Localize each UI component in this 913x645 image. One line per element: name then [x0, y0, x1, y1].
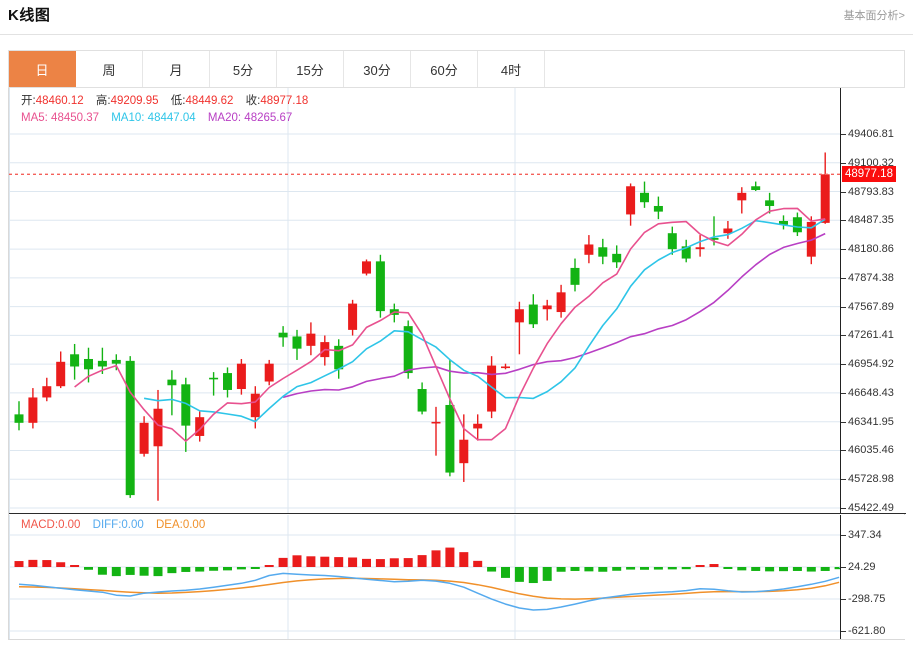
fundamental-analysis-link[interactable]: 基本面分析> — [843, 10, 905, 22]
tab-7[interactable]: 60分 — [411, 51, 478, 87]
macd-y-axis: 347.34 24.29 -298.75 -621.80 — [840, 515, 906, 639]
tab-label: 月 — [169, 62, 183, 78]
price-axis-label: 48793.83 — [848, 185, 894, 198]
price-axis-tick — [841, 421, 846, 423]
price-axis-tick — [841, 479, 846, 481]
price-axis-label: 45422.49 — [848, 502, 894, 514]
price-axis-label: 46035.46 — [848, 444, 894, 457]
tab-label: 周 — [102, 62, 116, 78]
tab-2[interactable]: 周 — [76, 51, 143, 87]
price-axis-label: 49406.81 — [848, 128, 894, 140]
tab-bar-filler — [545, 51, 904, 87]
tab-label: 4时 — [500, 62, 522, 78]
tab-8[interactable]: 4时 — [478, 51, 545, 87]
macd-axis-label: -621.80 — [848, 625, 886, 637]
price-axis-label: 46648.43 — [848, 386, 894, 399]
price-axis-tick — [841, 364, 846, 366]
price-axis-label: 47874.38 — [848, 271, 894, 284]
tab-1[interactable]: 日 — [9, 51, 76, 87]
tab-label: 日 — [35, 62, 49, 78]
period-tab-bar: 日 周 月 5分 15分 30分 60分 4时 — [8, 50, 905, 88]
macd-axis-tick — [841, 631, 846, 632]
tab-5[interactable]: 15分 — [277, 51, 344, 87]
tab-6[interactable]: 30分 — [344, 51, 411, 87]
page-title: K线图 — [8, 7, 51, 24]
price-y-axis: 49406.81 49100.32 48793.83 48487.35 48180.86… — [840, 88, 906, 513]
price-axis-tick — [841, 162, 846, 164]
price-axis-label: 47567.89 — [848, 300, 894, 313]
macd-axis-tick — [841, 535, 846, 536]
macd-axis-label: 24.29 — [848, 561, 876, 573]
tab-label: 15分 — [296, 62, 324, 78]
price-axis-label: 45728.98 — [848, 473, 894, 486]
price-panel: 开:48460.12 高:49209.95 低:48449.62 收:48977… — [9, 88, 906, 514]
tab-label: 30分 — [363, 62, 391, 78]
macd-axis-label: -298.75 — [848, 592, 886, 605]
macd-plot-area[interactable] — [9, 515, 840, 639]
price-axis-tick — [841, 335, 846, 337]
price-axis-label: 46954.92 — [848, 358, 894, 371]
current-price-badge: 48977.18 — [842, 166, 896, 183]
price-axis-label: 48180.86 — [848, 243, 894, 256]
price-axis-tick — [841, 249, 846, 251]
price-axis-tick — [841, 392, 846, 394]
price-axis-tick — [841, 191, 846, 193]
tab-3[interactable]: 月 — [143, 51, 210, 87]
macd-axis-tick — [841, 598, 846, 600]
price-axis-tick — [841, 220, 846, 222]
price-axis-tick — [841, 277, 846, 279]
macd-axis-label: 347.34 — [848, 529, 882, 541]
price-axis-tick — [841, 134, 846, 135]
price-axis-tick — [841, 508, 846, 509]
price-axis-label: 47261.41 — [848, 329, 894, 342]
price-axis-label: 46341.95 — [848, 415, 894, 428]
tab-label: 60分 — [430, 62, 458, 78]
macd-axis-tick — [841, 567, 846, 568]
kline-chart-frame: 开:48460.12 高:49209.95 低:48449.62 收:48977… — [8, 88, 906, 640]
tab-4[interactable]: 5分 — [210, 51, 277, 87]
tab-label: 5分 — [232, 62, 254, 78]
page-header: K线图 基本面分析> — [0, 0, 913, 35]
header-divider — [0, 34, 913, 35]
price-plot-area[interactable] — [9, 88, 840, 513]
price-axis-tick — [841, 450, 846, 452]
price-axis-label: 48487.35 — [848, 214, 894, 227]
macd-panel: MACD:0.00 DIFF:0.00 DEA:0.00 347.34 24.29… — [9, 515, 906, 639]
price-axis-tick — [841, 306, 846, 308]
price-axis-label: 49100.32 — [848, 156, 894, 169]
